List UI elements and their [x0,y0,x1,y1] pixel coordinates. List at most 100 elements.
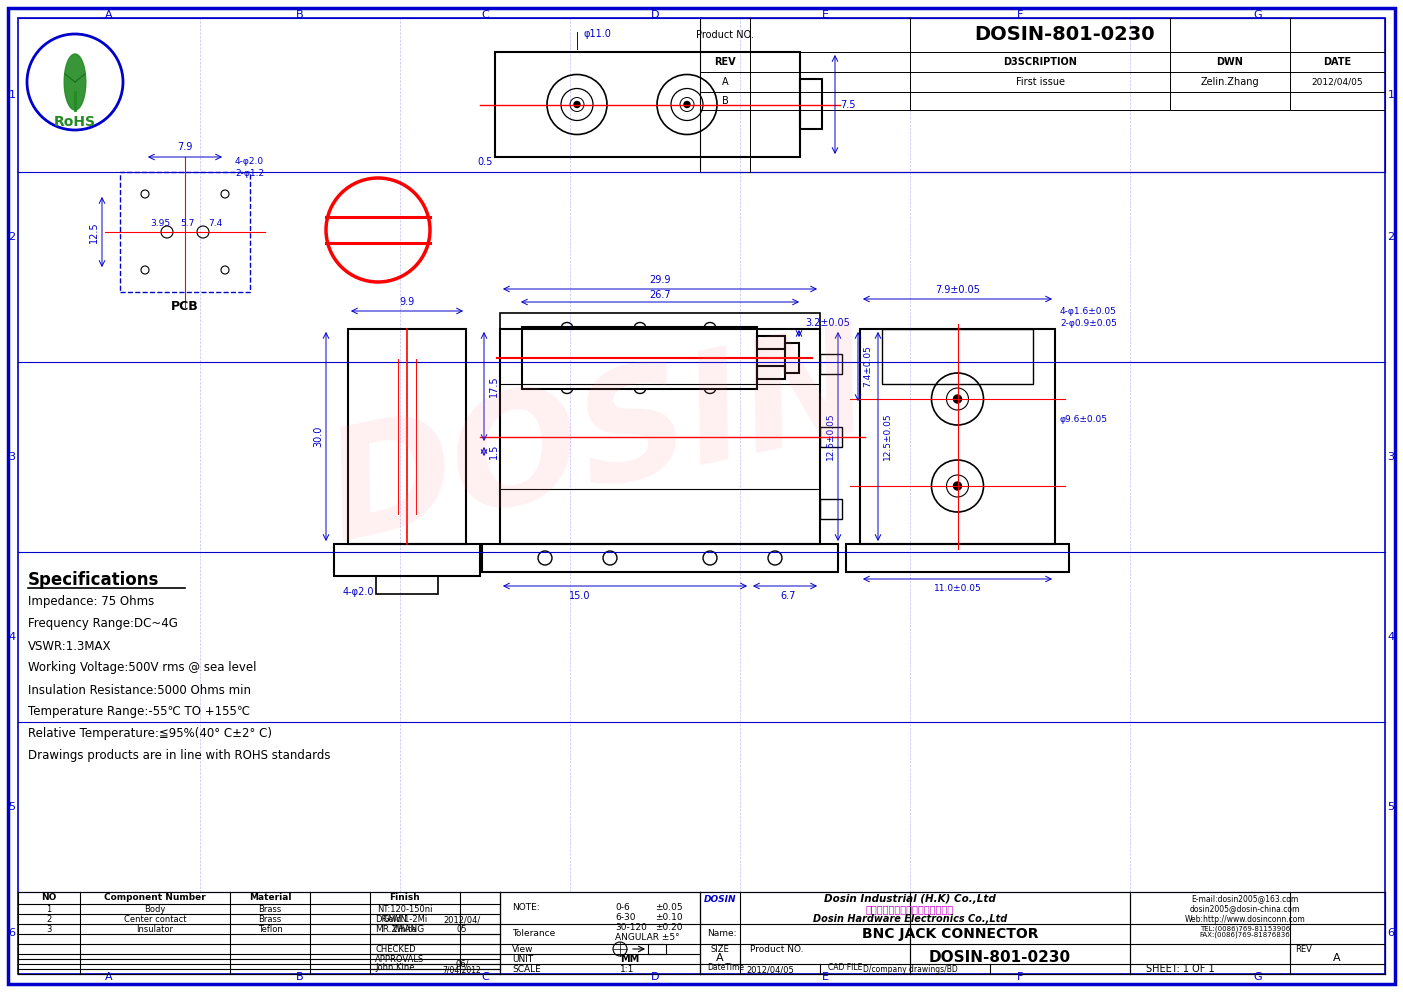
Bar [819,354,842,374]
Text: White: White [393,925,417,933]
Text: ±0.10: ±0.10 [655,913,683,922]
Text: DOSIN: DOSIN [704,895,737,904]
Bar [348,329,466,544]
Text: D: D [651,10,659,20]
Bar [499,313,819,329]
Text: ANGULAR ±5°: ANGULAR ±5° [615,932,679,941]
Text: RoHS: RoHS [53,115,95,129]
Text: Material: Material [248,894,292,903]
Text: 11.0±0.05: 11.0±0.05 [933,584,981,593]
Bar [334,544,480,576]
Text: 0-6: 0-6 [615,903,630,912]
Text: D3SCRIPTION: D3SCRIPTION [1003,57,1078,67]
Bar [648,944,666,954]
Text: MM: MM [620,954,640,964]
Text: 0.5: 0.5 [477,157,492,167]
Text: A: A [716,953,724,963]
Text: CAD FILE: CAD FILE [828,963,863,972]
Text: 3.2±0.05: 3.2±0.05 [805,318,850,328]
Text: 2-φ1.2: 2-φ1.2 [234,170,264,179]
Text: 1: 1 [46,905,52,914]
Text: 2: 2 [1388,232,1395,242]
Circle shape [685,101,690,107]
Text: FAX:(0086)769-81876836: FAX:(0086)769-81876836 [1200,931,1291,938]
Text: φ11.0: φ11.0 [584,29,610,39]
Text: 7.9: 7.9 [177,142,192,152]
Bar [758,366,786,379]
Text: CHECKED: CHECKED [375,944,415,953]
Text: 7.4: 7.4 [208,219,222,228]
Bar [483,544,838,572]
Text: 2: 2 [8,232,15,242]
Text: 7/04.2012: 7/04.2012 [442,965,481,974]
Text: 7.9±0.05: 7.9±0.05 [934,285,979,295]
Text: 12.5: 12.5 [88,221,100,243]
Text: G: G [1253,972,1261,982]
Text: G: G [1253,10,1261,20]
Text: 东菞市德赛五金电子制品有限公司: 东菞市德赛五金电子制品有限公司 [866,904,954,914]
Text: A: A [105,972,112,982]
Text: DATE: DATE [1323,57,1351,67]
Text: First issue: First issue [1016,77,1065,87]
Text: 2012/04/05: 2012/04/05 [1312,77,1362,86]
Text: 2: 2 [46,915,52,924]
Text: 4-φ2.0: 4-φ2.0 [234,158,264,167]
Bar [800,79,822,129]
Text: D/company drawings/BD: D/company drawings/BD [863,965,957,974]
Text: DOSIN-801-0230: DOSIN-801-0230 [929,949,1070,964]
Text: B: B [296,10,304,20]
Text: Product NO.: Product NO. [751,945,804,954]
Text: 4: 4 [1388,632,1395,642]
Text: John Kine: John Kine [375,963,414,972]
Bar [846,544,1069,572]
Text: Finish: Finish [390,894,421,903]
Text: VSWR:1.3MAX: VSWR:1.3MAX [28,640,111,653]
Text: 2012/04/: 2012/04/ [443,916,481,925]
Text: SCALE: SCALE [512,964,540,973]
Text: Insulator: Insulator [136,925,174,933]
Text: C: C [481,972,488,982]
Text: Specifications: Specifications [28,571,160,589]
Circle shape [27,34,123,130]
Text: PCB: PCB [171,300,199,312]
Polygon shape [65,54,86,110]
Bar [700,18,1385,172]
Text: 7.5: 7.5 [840,99,856,109]
Text: 17.5: 17.5 [490,375,499,397]
Text: 6-30: 6-30 [615,913,636,922]
Text: B: B [721,96,728,106]
Text: 06/: 06/ [455,959,469,968]
Text: Insulation Resistance:5000 Ohms min: Insulation Resistance:5000 Ohms min [28,683,251,696]
Text: E: E [822,972,829,982]
Text: 1: 1 [1388,90,1395,100]
Text: 29.9: 29.9 [650,275,671,285]
Text: UNIT: UNIT [512,954,533,963]
Text: F: F [1017,10,1023,20]
Text: 12.5±0.05: 12.5±0.05 [882,413,892,460]
Text: Temperature Range:-55℃ TO +155℃: Temperature Range:-55℃ TO +155℃ [28,705,250,718]
Text: 6: 6 [1388,928,1395,938]
Text: 1:1: 1:1 [620,964,634,973]
Text: 12.5±0.05: 12.5±0.05 [825,413,835,460]
Text: 5: 5 [1388,802,1395,812]
Text: DOSIN-801-0230: DOSIN-801-0230 [975,26,1155,45]
Circle shape [954,482,961,490]
Text: 6.7: 6.7 [780,591,796,601]
Text: ±0.20: ±0.20 [655,923,682,931]
Text: 26.7: 26.7 [650,290,671,300]
Text: 4-φ2.0: 4-φ2.0 [342,587,373,597]
Text: Product NO.: Product NO. [696,30,753,40]
Text: Frequency Range:DC~4G: Frequency Range:DC~4G [28,617,178,631]
Bar [121,172,250,292]
Text: NO: NO [41,894,56,903]
Text: Web:http://www.dosinconn.com: Web:http://www.dosinconn.com [1184,915,1305,924]
Text: Dosin Hardware Electronics Co.,Ltd: Dosin Hardware Electronics Co.,Ltd [812,914,1007,924]
Text: TEL:(0086)769-81153906: TEL:(0086)769-81153906 [1200,926,1291,932]
Text: 6: 6 [8,928,15,938]
Text: A: A [1333,953,1341,963]
Text: 5: 5 [8,802,15,812]
Text: REV: REV [1295,945,1312,954]
Text: NT:120-150ni: NT:120-150ni [377,905,432,914]
Text: 1: 1 [8,90,15,100]
Circle shape [574,101,579,107]
